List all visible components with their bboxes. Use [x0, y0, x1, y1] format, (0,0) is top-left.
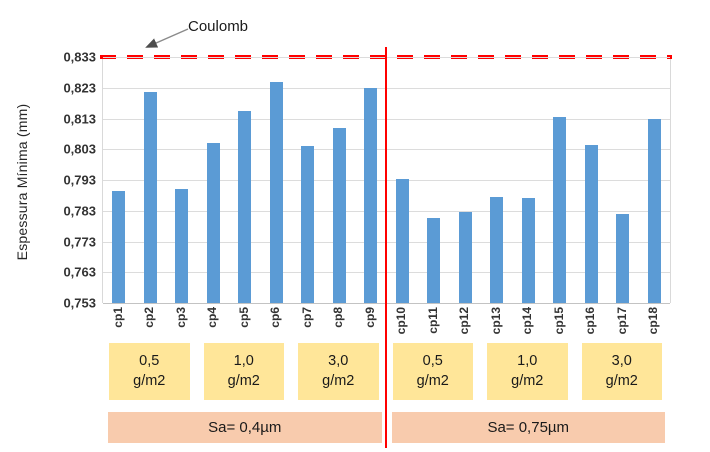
x-tick-label-cp8: cp8	[331, 307, 346, 328]
gridline	[103, 272, 670, 274]
roughness-section-box: Sa= 0,75µm	[391, 412, 665, 443]
dose-amount: 0,5	[139, 352, 160, 369]
coulomb-annotation-label: Coulomb	[188, 18, 249, 35]
x-tick-label-cp17: cp17	[614, 307, 629, 335]
x-tick-label-cp16: cp16	[583, 307, 598, 335]
x-tick-label-cp4: cp4	[205, 307, 220, 328]
bar-cp2	[143, 92, 157, 303]
bar-cp9	[364, 87, 378, 303]
x-tick-label-cp10: cp10	[394, 307, 409, 335]
gridline	[103, 241, 670, 243]
gridline	[103, 149, 670, 151]
dose-group-box: 1,0 g/m2	[487, 343, 568, 400]
bar-cp4	[206, 143, 220, 303]
x-tick-label-cp6: cp6	[268, 307, 283, 328]
bar-cp10	[395, 178, 409, 303]
x-tick-label-cp11: cp11	[425, 307, 440, 334]
y-tick-label: 0,823	[63, 80, 96, 96]
gridline	[103, 57, 670, 58]
roughness-section-box: Sa= 0,4µm	[108, 412, 382, 443]
bar-cp3	[175, 189, 189, 303]
dose-unit: g/m2	[227, 372, 260, 389]
dose-unit: g/m2	[133, 372, 166, 389]
plot-area	[100, 55, 672, 304]
y-tick-label: 0,813	[63, 111, 96, 126]
dose-amount: 3,0	[328, 352, 349, 369]
gridline	[103, 118, 670, 120]
x-tick-label-cp5: cp5	[236, 307, 251, 328]
gridline	[103, 180, 670, 181]
y-tick-label: 0,833	[63, 49, 96, 65]
dose-amount: 1,0	[233, 352, 254, 369]
dose-group-box: 3,0 g/m2	[581, 343, 662, 400]
dose-group-box: 0,5 g/m2	[109, 343, 190, 400]
dose-unit: g/m2	[416, 372, 449, 389]
dose-unit: g/m2	[605, 372, 638, 389]
bar-cp7	[301, 146, 315, 303]
bar-cp14	[521, 198, 535, 303]
y-tick-label: 0,783	[63, 203, 96, 219]
gridline	[103, 303, 670, 304]
y-axis-title: Espessura Mínima (mm)	[14, 103, 30, 261]
bar-cp12	[458, 212, 472, 303]
dose-unit: g/m2	[511, 372, 544, 389]
bar-cp13	[490, 196, 504, 303]
y-tick-label: 0,803	[63, 141, 96, 157]
coulomb-arrow-icon	[145, 28, 189, 48]
y-tick-label: 0,753	[63, 295, 96, 311]
x-tick-label-cp13: cp13	[488, 307, 503, 335]
bar-cp16	[584, 144, 598, 303]
bar-cp8	[332, 127, 346, 303]
x-tick-label-cp7: cp7	[299, 307, 314, 328]
x-tick-label-cp9: cp9	[362, 307, 377, 328]
y-tick-label: 0,763	[63, 264, 96, 280]
bar-cp17	[616, 213, 630, 303]
x-tick-label-cp18: cp18	[646, 307, 661, 335]
dose-amount: 0,5	[422, 352, 443, 369]
bar-cp15	[553, 117, 567, 303]
bar-cp6	[269, 81, 283, 303]
gridline	[103, 87, 670, 89]
dose-group-box: 1,0 g/m2	[203, 343, 284, 400]
dose-group-box: 0,5 g/m2	[392, 343, 473, 400]
bar-cp1	[112, 190, 126, 303]
x-tick-label-cp15: cp15	[551, 307, 566, 335]
x-tick-label-cp12: cp12	[457, 307, 472, 335]
x-tick-label-cp2: cp2	[142, 307, 157, 328]
x-tick-label-cp14: cp14	[520, 307, 535, 335]
y-tick-label: 0,793	[63, 172, 96, 188]
dose-group-box: 3,0 g/m2	[298, 343, 379, 400]
dose-unit: g/m2	[322, 372, 355, 389]
dose-amount: 1,0	[517, 352, 538, 369]
y-tick-label: 0,773	[63, 234, 96, 249]
bar-cp11	[427, 218, 441, 303]
dose-amount: 3,0	[611, 352, 632, 369]
bar-cp5	[238, 110, 252, 303]
surface-separator-line	[384, 47, 387, 448]
x-tick-label-cp1: cp1	[110, 307, 125, 328]
x-tick-label-cp3: cp3	[173, 307, 188, 328]
bar-cp18	[647, 118, 661, 303]
gridline	[103, 210, 670, 212]
